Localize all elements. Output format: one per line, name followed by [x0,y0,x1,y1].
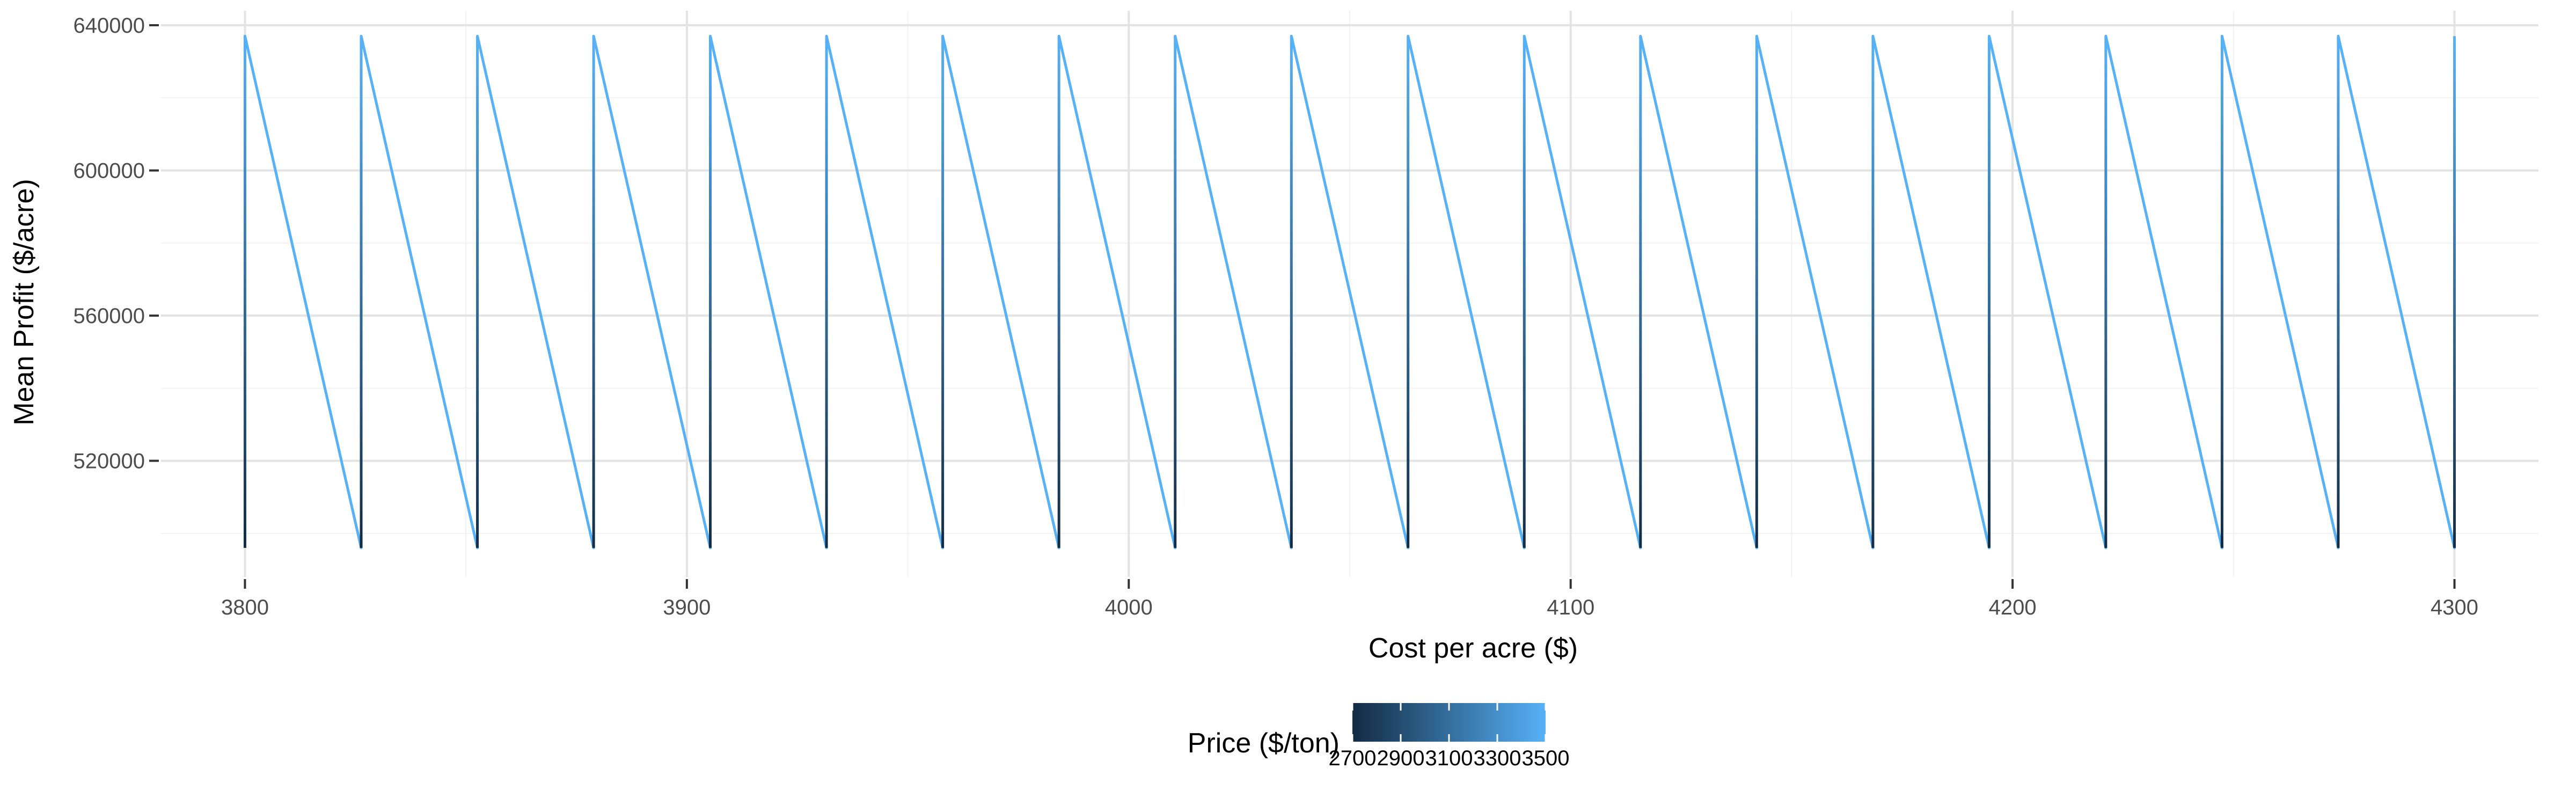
series-vertical-segment [1407,36,1410,548]
color-legend: Price ($/ton) 2700 2900 3100 3300 3500 [1188,703,1570,770]
series-connector-line [1871,34,1990,550]
series-connector-line [1407,34,1526,550]
series-vertical-segment [709,36,712,548]
series-connector-line [1174,34,1293,550]
series-connector-line [592,34,712,550]
series-vertical-segment [1057,36,1060,548]
y-axis: 520000 560000 600000 640000 [74,14,159,473]
x-axis: 3800 3900 4000 4100 4200 4300 [221,579,2478,619]
series-connector-line [2220,34,2340,550]
series-vertical-segment [1290,36,1293,548]
series-vertical-segment [243,36,246,548]
legend-tick-label: 3300 [1474,747,1521,770]
x-tick-label: 4300 [2431,596,2478,619]
series-connector-line [1290,34,1410,550]
series-connector-line [709,34,828,550]
y-tick-label: 520000 [74,450,145,473]
series-vertical-segment [1755,36,1758,548]
x-tick-label: 4000 [1105,596,1153,619]
series-vertical-segment [360,36,363,548]
series-vertical-segment [2220,36,2223,548]
series-vertical-segment [825,36,828,548]
series-vertical-segment [592,36,595,548]
series-vertical-segment [1639,36,1642,548]
series-connector-line [243,34,363,550]
series-vertical-segment [1871,36,1875,548]
x-axis-title: Cost per acre ($) [1368,633,1578,664]
legend-ticks: 2700 2900 3100 3300 3500 [1329,703,1570,770]
series-vertical-segment [1174,36,1177,548]
x-tick-label: 3900 [663,596,711,619]
y-tick-label: 640000 [74,14,145,38]
series-connector-line [1639,34,1758,550]
series-vertical-segment [476,36,479,548]
series-vertical-segment [2337,36,2340,548]
legend-title: Price ($/ton) [1188,728,1340,759]
series-vertical-segment [1523,36,1526,548]
series-connector-line [476,34,595,550]
series-vertical-segment [2453,36,2456,548]
y-tick-label: 600000 [74,159,145,183]
series-connector-line [1755,34,1875,550]
legend-tick-label: 2900 [1377,747,1425,770]
legend-tick-label: 3100 [1425,747,1473,770]
legend-tick-label: 2700 [1329,747,1377,770]
series-vertical-segment [2104,36,2107,548]
series-connector-line [1057,34,1177,550]
y-axis-title: Mean Profit ($/acre) [9,179,40,426]
series-connector-line [2104,34,2223,550]
x-tick-label: 4100 [1547,596,1594,619]
series-connector-line [1523,34,1642,550]
series-vertical-segment [941,36,945,548]
y-tick-label: 560000 [74,304,145,328]
series-connector-line [2337,34,2456,550]
series-connector-line [941,34,1060,550]
x-tick-label: 3800 [221,596,269,619]
series-vertical-segment [1987,36,1990,548]
legend-tick-label: 3500 [1522,747,1570,770]
series-connector-line [360,34,479,550]
series-connector-line [1987,34,2107,550]
series-connector-line [825,34,945,550]
x-tick-label: 4200 [1989,596,2037,619]
profit-series [243,34,2456,550]
